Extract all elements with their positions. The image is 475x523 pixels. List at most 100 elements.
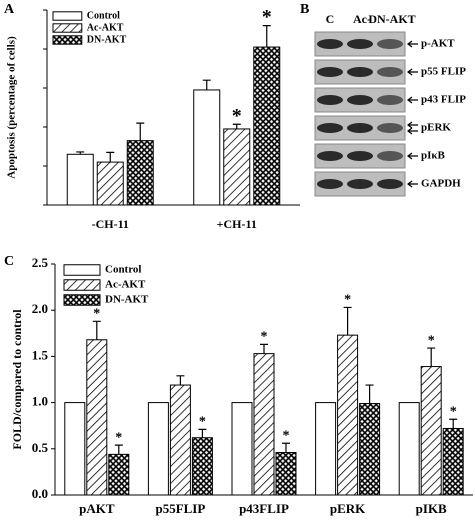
x-tick-label: p55FLIP	[155, 501, 205, 516]
bar	[398, 402, 420, 496]
bar	[193, 89, 221, 206]
legend-label: Control	[105, 264, 141, 276]
blot-band	[347, 67, 373, 77]
blot-band	[317, 123, 343, 133]
blot-band	[377, 67, 403, 77]
x-tick-label: pIKB	[416, 501, 447, 516]
bar	[275, 451, 297, 496]
blot-band	[347, 95, 373, 105]
blot-band	[317, 179, 343, 189]
error-bar	[114, 444, 123, 455]
blot-band	[317, 95, 343, 105]
bar	[231, 402, 253, 496]
arrow	[407, 96, 418, 104]
x-tick-label: +CH-11	[217, 217, 257, 231]
bar	[169, 384, 191, 496]
band-label: p-AKT	[421, 38, 455, 50]
significance-mark: *	[115, 430, 122, 445]
significance-mark: *	[262, 6, 272, 28]
blot-band	[317, 151, 343, 161]
band-label: GAPDH	[421, 178, 461, 190]
bar	[66, 153, 94, 206]
blot-band	[317, 67, 343, 77]
y-tick-label: 1.0	[32, 394, 48, 409]
error-bar	[202, 79, 211, 90]
error-bar	[176, 375, 185, 386]
blot-band	[377, 151, 403, 161]
significance-mark: *	[428, 333, 435, 348]
legend-label: Ac-AKT	[105, 279, 146, 291]
error-bar	[92, 320, 101, 340]
blot-band	[317, 39, 343, 49]
band-label: pIκB	[421, 150, 446, 162]
error-bar	[136, 122, 145, 141]
error-bar	[343, 306, 352, 336]
bar	[337, 334, 359, 496]
error-bar	[262, 25, 271, 48]
x-tick-label: pERK	[330, 501, 366, 516]
legend-swatch	[52, 35, 83, 45]
significance-mark: *	[450, 404, 457, 419]
error-bar	[365, 384, 374, 404]
blot-band	[377, 123, 403, 133]
bar	[96, 161, 124, 206]
bar	[442, 427, 464, 496]
legend-label: DN-AKT	[87, 34, 127, 45]
band-label: p55 FLIP	[421, 66, 466, 78]
error-bar	[282, 442, 290, 453]
arrow	[407, 127, 418, 135]
blot-band	[377, 95, 403, 105]
arrow	[407, 121, 418, 129]
bar	[253, 46, 281, 206]
legend-label: Control	[87, 10, 120, 21]
error-bar	[106, 151, 115, 163]
panel-letter: B	[300, 2, 309, 17]
arrow	[407, 180, 418, 188]
bar	[108, 453, 130, 496]
significance-mark: *	[232, 105, 242, 127]
y-tick-label: 2.0	[32, 301, 48, 316]
x-tick-label: -CH-11	[92, 217, 129, 231]
legend-swatch	[63, 264, 101, 276]
legend-swatch	[52, 23, 83, 33]
panel-letter: C	[4, 254, 14, 269]
bar	[147, 402, 169, 496]
blot-band	[347, 39, 373, 49]
band-label: p43 FLIP	[421, 94, 466, 106]
blot-band	[347, 123, 373, 133]
error-bar	[449, 418, 458, 429]
arrow	[407, 40, 418, 48]
significance-mark: *	[283, 428, 290, 443]
x-tick-label: p43FLIP	[239, 501, 289, 516]
bar	[86, 339, 108, 496]
blot-band	[347, 151, 373, 161]
lane-label: C	[326, 12, 335, 26]
bar	[126, 140, 154, 206]
x-tick-label: pAKT	[79, 501, 115, 516]
blot-band	[377, 39, 403, 49]
band-label: pERK	[421, 122, 451, 134]
y-tick-label: 1.5	[32, 347, 49, 362]
bar	[253, 353, 275, 496]
lane-label: DN-AKT	[368, 12, 415, 26]
error-bar	[76, 151, 85, 155]
bar	[420, 366, 442, 496]
significance-mark: *	[344, 293, 351, 308]
error-bar	[198, 428, 207, 438]
bar	[191, 437, 213, 496]
significance-mark: *	[93, 307, 100, 322]
y-tick-label: 0.0	[32, 486, 48, 501]
error-bar	[260, 343, 268, 354]
blot-band	[377, 179, 403, 189]
significance-mark: *	[199, 415, 206, 430]
bar	[315, 402, 337, 496]
lane-label: Ac-	[353, 12, 371, 26]
panel-letter: A	[4, 2, 15, 17]
legend-swatch	[63, 294, 101, 306]
bar	[223, 128, 251, 206]
legend-swatch	[63, 279, 101, 291]
bar	[64, 402, 86, 496]
significance-mark: *	[261, 330, 268, 345]
bar	[359, 403, 381, 496]
